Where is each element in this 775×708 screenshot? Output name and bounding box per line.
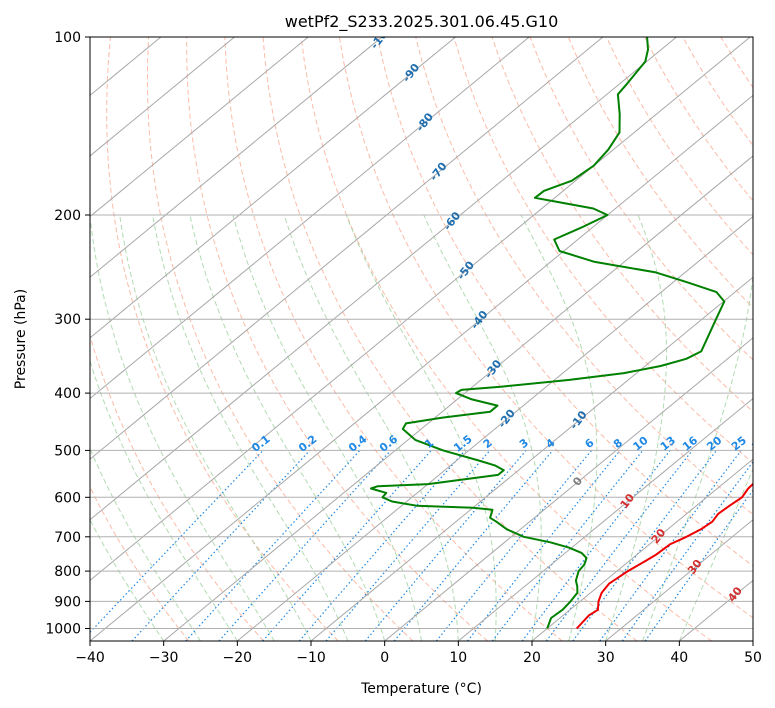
dry-adiabat-line xyxy=(262,37,638,641)
pressure-gridlines xyxy=(90,37,753,629)
temperature-trace xyxy=(575,482,753,630)
x-tick-label: 30 xyxy=(597,650,615,666)
plot-area: 0.10.20.40.611.52346810131620253036-100-… xyxy=(90,37,770,641)
y-tick-label: 800 xyxy=(54,564,81,580)
x-axis-label: Temperature (°C) xyxy=(360,681,482,697)
mixing-ratio-label: 30 xyxy=(750,434,770,454)
isotherm-line xyxy=(90,37,456,339)
y-tick-label: 700 xyxy=(54,530,81,546)
moist-adiabat-line xyxy=(605,214,667,641)
isotherm-line xyxy=(90,37,604,460)
mixing-ratio-line xyxy=(364,450,527,641)
x-tick-label: −20 xyxy=(223,650,253,666)
moist-adiabat-line xyxy=(423,214,542,641)
sounding-traces xyxy=(370,37,753,630)
moist-adiabat-line xyxy=(283,214,459,641)
y-tick-label: 200 xyxy=(54,208,81,224)
moist-adiabat-line xyxy=(520,214,598,641)
dry-adiabat-line xyxy=(106,37,339,641)
mixing-ratio-line xyxy=(467,450,621,641)
y-tick-label: 900 xyxy=(54,594,81,610)
isotherm-line xyxy=(605,519,753,641)
mixing-ratio-line xyxy=(393,450,554,641)
x-tick-label: 40 xyxy=(670,650,688,666)
mixing-ratio-line xyxy=(599,450,742,641)
dry-adiabat-line xyxy=(338,37,753,619)
dry-adiabat-line xyxy=(377,37,753,567)
isotherm-line xyxy=(531,458,753,641)
x-tick-label: 10 xyxy=(449,650,467,666)
mixing-ratio-line xyxy=(435,450,593,641)
y-tick-label: 1000 xyxy=(45,622,81,638)
isotherm-line xyxy=(90,37,751,581)
moist-adiabat-line xyxy=(90,359,238,641)
dry-adiabat-line xyxy=(186,37,488,641)
isotherm-line xyxy=(90,37,530,400)
dry-adiabat-line xyxy=(224,37,563,641)
x-tick-label: −40 xyxy=(75,650,105,666)
moist-adiabat-line xyxy=(678,467,753,641)
x-tick-label: −30 xyxy=(149,650,179,666)
mixing-ratio-line xyxy=(185,449,361,641)
mixing-ratio-line xyxy=(644,489,753,641)
dewpoint-trace xyxy=(370,37,726,629)
x-tick-label: 20 xyxy=(523,650,541,666)
y-tick-label: 100 xyxy=(54,30,81,46)
plot-frame xyxy=(89,36,754,642)
x-tick-label: 50 xyxy=(744,650,762,666)
y-tick-label: 600 xyxy=(54,490,81,506)
dry-adiabat-line xyxy=(567,37,753,309)
y-tick-label: 400 xyxy=(54,386,81,402)
dry-adiabat-line xyxy=(90,485,190,641)
isotherm-line xyxy=(90,37,383,278)
isotherm-line xyxy=(384,337,753,641)
moist-adiabat-line xyxy=(232,214,422,641)
mixing-ratio-line xyxy=(90,449,264,634)
dry-adiabats xyxy=(90,37,753,641)
moist-adiabat-line xyxy=(189,214,386,641)
moist-adiabat-line xyxy=(119,214,312,641)
isotherms xyxy=(90,37,753,641)
dry-adiabat-line xyxy=(146,37,414,641)
moist-adiabat-line xyxy=(345,214,497,641)
mixing-ratio-line xyxy=(545,450,693,641)
mixing-ratio-lines xyxy=(90,449,753,641)
isotherm-line xyxy=(457,397,753,641)
isotherm-line xyxy=(90,37,677,521)
mixing-ratio-line xyxy=(621,460,753,641)
dry-adiabat-line xyxy=(300,37,712,641)
axis-ticks: −40 −30 −20 −10 0 10 20 30 40 50 100 200 300 400 500 60… xyxy=(45,30,762,666)
y-tick-label: 500 xyxy=(54,443,81,459)
moist-adiabat-line xyxy=(90,447,201,641)
isotherm-line xyxy=(236,215,753,641)
y-axis-label: Pressure (hPa) xyxy=(13,289,29,389)
moist-adiabat-line xyxy=(642,270,753,641)
isotherm-line xyxy=(90,37,235,157)
mixing-ratio-line xyxy=(572,450,717,641)
moist-adiabat-line xyxy=(90,214,275,641)
mixing-ratio-line xyxy=(218,449,392,641)
dry-adiabat-line xyxy=(491,37,753,413)
isotherm-line xyxy=(90,37,309,218)
x-tick-label: 0 xyxy=(380,650,389,666)
isotherm-line xyxy=(163,155,753,641)
x-tick-label: −10 xyxy=(296,650,326,666)
chart-title: wetPf2_S233.2025.301.06.45.G10 xyxy=(285,12,559,32)
y-tick-label: 300 xyxy=(54,312,81,328)
isotherm-line xyxy=(310,276,753,641)
moist-adiabat-line xyxy=(90,518,165,641)
mixing-ratio-line xyxy=(521,450,671,641)
mixing-ratio-line xyxy=(262,449,432,641)
isotherm-line xyxy=(90,94,753,641)
